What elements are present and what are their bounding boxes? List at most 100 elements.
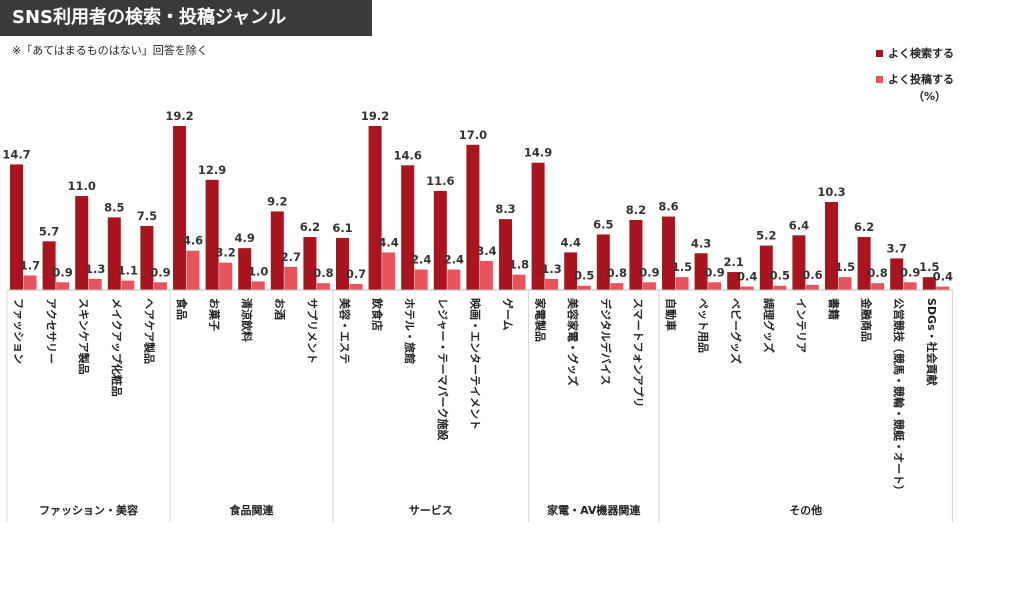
bar-25-post (838, 277, 852, 290)
bar-28-search (922, 277, 936, 290)
category-label-0: ファッション (12, 298, 25, 364)
value-label-17-search: 4.4 (561, 235, 581, 249)
bar-6-post (219, 262, 233, 290)
value-label-16-search: 14.9 (524, 146, 552, 160)
value-label-8-search: 9.2 (267, 194, 287, 208)
bar-12-post (414, 269, 428, 290)
bar-17-search (564, 252, 578, 290)
bar-4-search (140, 225, 154, 290)
value-label-13-post: 2.4 (444, 253, 464, 267)
value-label-23-search: 5.2 (756, 229, 776, 243)
category-label-15: ゲーム (501, 298, 515, 331)
value-label-0-post: 1.7 (20, 258, 40, 272)
value-label-14-post: 3.4 (476, 244, 496, 258)
category-label-14: 映画・エンターテイメント (468, 298, 482, 430)
value-label-20-post: 1.5 (672, 260, 692, 274)
bar-27-post (903, 282, 917, 290)
value-label-17-post: 0.5 (574, 269, 594, 283)
bar-12-search (401, 165, 415, 290)
category-label-12: ホテル・旅館 (403, 298, 417, 364)
bar-26-post (871, 283, 885, 290)
group-label-3: 家電・AV機器関連 (547, 503, 641, 517)
value-label-2-post: 1.3 (85, 262, 105, 276)
value-label-1-search: 5.7 (39, 224, 59, 238)
bar-15-post (512, 274, 526, 290)
category-label-22: ベビーグッズ (729, 298, 743, 364)
bar-10-search (336, 237, 349, 290)
bar-1-post (56, 282, 70, 290)
value-label-28-post: 0.4 (933, 270, 953, 284)
bar-27-search (890, 258, 904, 290)
value-label-21-search: 4.3 (691, 236, 711, 250)
category-label-16: 家電製品 (534, 298, 548, 342)
value-label-26-search: 6.2 (854, 220, 874, 234)
value-label-3-search: 8.5 (104, 200, 124, 214)
value-label-14-search: 17.0 (459, 128, 487, 142)
legend-label-1: よく検索する (888, 46, 954, 60)
value-label-25-search: 10.3 (817, 185, 845, 199)
value-label-10-search: 6.1 (332, 221, 352, 235)
value-label-18-search: 6.5 (593, 217, 613, 231)
group-label-2: サービス (409, 503, 453, 517)
category-label-7: 清涼飲料 (240, 298, 254, 342)
category-label-10: 美容・エステ (338, 298, 352, 364)
bar-16-post (545, 278, 559, 290)
legend-swatch-1 (876, 50, 883, 57)
bar-19-post (642, 282, 656, 290)
chart-note: ※「あてはまるものはない」回答を除く (12, 44, 208, 57)
bar-16-search (531, 162, 545, 290)
value-label-24-search: 6.4 (789, 218, 809, 232)
value-label-4-search: 7.5 (137, 209, 157, 223)
value-label-7-post: 1.0 (248, 264, 268, 278)
value-label-25-post: 1.5 (835, 260, 855, 274)
bar-0-search (10, 164, 23, 290)
bar-26-search (857, 237, 871, 290)
value-label-28-search: 1.5 (919, 260, 939, 274)
category-label-4: ヘアケア製品 (142, 298, 156, 364)
bar-5-post (186, 250, 200, 290)
bar-5-search (173, 126, 186, 290)
value-label-8-post: 2.7 (281, 250, 301, 264)
value-label-27-post: 0.9 (900, 265, 920, 279)
category-label-28: SDGs・社会貢献 (925, 298, 939, 386)
bar-11-post (382, 252, 396, 290)
category-label-11: 飲食店 (371, 297, 385, 331)
value-label-1-post: 0.9 (52, 265, 72, 279)
bar-9-post (316, 283, 330, 290)
bar-4-post (153, 282, 167, 290)
category-label-13: レジャー・テーマパーク施設 (436, 298, 450, 441)
category-label-21: ペット用品 (697, 298, 710, 353)
value-label-21-post: 0.9 (704, 265, 724, 279)
category-label-9: サプリメント (305, 298, 319, 364)
value-label-11-search: 19.2 (361, 109, 389, 123)
bar-22-search (727, 272, 741, 290)
value-label-5-post: 4.6 (183, 234, 203, 248)
value-label-3-post: 1.1 (118, 264, 138, 278)
bar-18-search (596, 234, 610, 290)
unit-label: （%） (913, 90, 946, 103)
bar-10-post (349, 284, 363, 290)
category-label-5: 食品 (175, 298, 189, 320)
bar-23-search (759, 245, 773, 290)
value-label-18-post: 0.8 (607, 266, 627, 280)
bar-2-post (88, 278, 102, 290)
value-label-16-post: 1.3 (541, 262, 561, 276)
value-label-13-search: 11.6 (426, 174, 454, 188)
category-label-20: 自動車 (664, 298, 678, 331)
category-label-25: 書籍 (827, 298, 841, 320)
bar-22-post (740, 286, 754, 290)
bar-3-post (121, 280, 135, 290)
bar-23-post (773, 285, 787, 290)
bar-20-search (662, 216, 675, 290)
category-label-23: 調理グッズ (762, 298, 776, 353)
category-label-17: 美容家電・グッズ (566, 298, 580, 386)
bar-24-post (805, 284, 819, 290)
value-label-15-post: 1.8 (509, 258, 529, 272)
bar-25-search (825, 202, 838, 290)
bar-19-search (629, 219, 643, 290)
value-label-23-post: 0.5 (770, 269, 790, 283)
category-label-8: お酒 (273, 298, 286, 320)
category-label-27: 公営競技（競馬・競輪・競艇・オート） (892, 298, 906, 496)
bar-9-search (303, 237, 317, 290)
value-label-12-post: 2.4 (411, 253, 431, 267)
